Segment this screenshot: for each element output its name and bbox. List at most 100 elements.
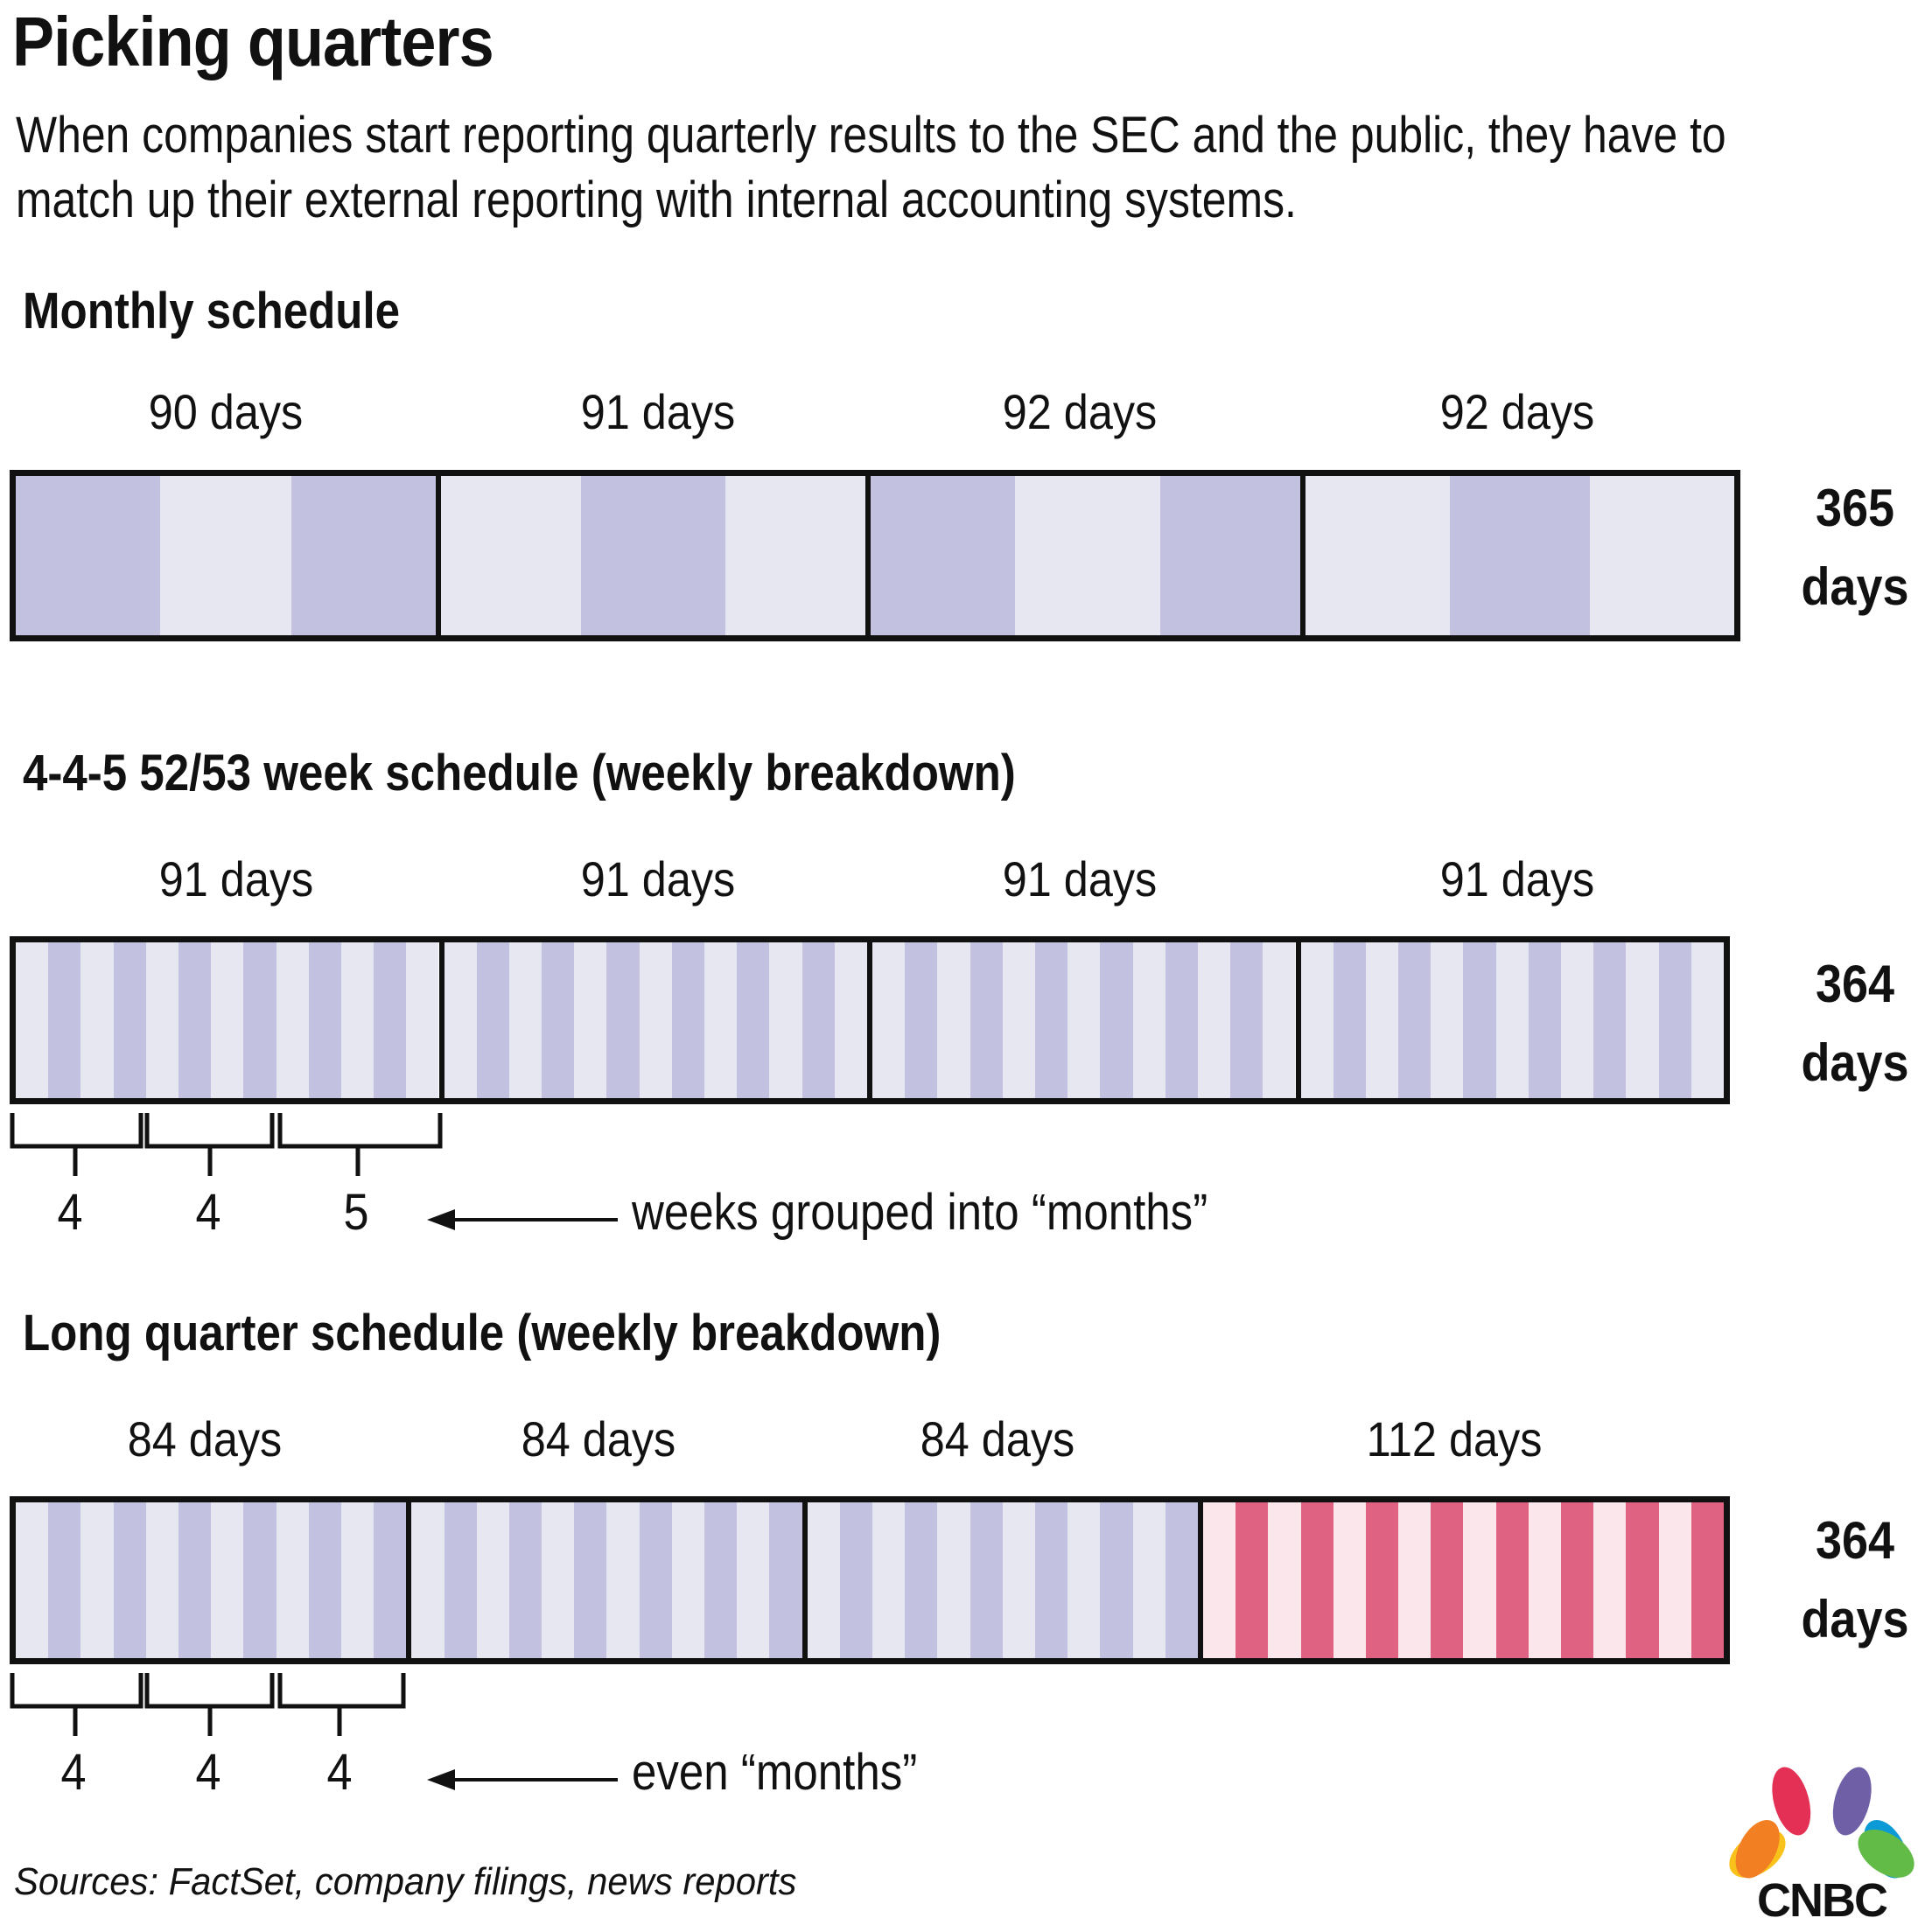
monthly-heading: Monthly schedule (23, 283, 401, 340)
week-stripe (374, 1502, 407, 1658)
bracket (277, 1673, 406, 1709)
week-stripe (1165, 1502, 1198, 1658)
bracket (10, 1113, 144, 1149)
month-segment (1159, 476, 1300, 635)
week-stripe (807, 1502, 840, 1658)
week-stripe (48, 942, 81, 1098)
quarter-block (802, 1502, 1198, 1658)
week-stripe (671, 1502, 704, 1658)
peacock-icon (1729, 1767, 1914, 1879)
total-number: 365 (1815, 479, 1895, 537)
monthly-total: 365 days (1792, 469, 1918, 626)
page-title: Picking quarters (12, 3, 494, 80)
week-stripe (606, 1502, 640, 1658)
week-stripe (1165, 942, 1198, 1098)
week-stripe (476, 942, 509, 1098)
month-segment (725, 476, 866, 635)
monthly-schedule-bar (10, 470, 1740, 641)
week-stripe (937, 942, 970, 1098)
week-stripe (970, 1502, 1003, 1658)
quarter-label: 92 days (1439, 384, 1595, 439)
week-stripe (542, 942, 575, 1098)
week-stripe (1236, 1502, 1269, 1658)
total-unit: days (1801, 1033, 1909, 1092)
bracket-ticks (73, 1146, 360, 1176)
week-stripe (839, 1502, 872, 1658)
quarter-block (1295, 942, 1725, 1098)
quarter-label: 91 days (158, 851, 314, 906)
group-count: 5 (343, 1184, 369, 1241)
week-stripe (1068, 1502, 1101, 1658)
week-stripe (1365, 1502, 1399, 1658)
week-stripe (834, 942, 867, 1098)
quarter-block (16, 1502, 407, 1658)
month-segment (871, 476, 1016, 635)
week-stripe (80, 942, 114, 1098)
week-stripe (1593, 1502, 1627, 1658)
week-stripe (1398, 942, 1432, 1098)
week-stripe (769, 942, 802, 1098)
month-segment (1449, 476, 1590, 635)
quarter-block (406, 1502, 802, 1658)
week-stripe (1431, 1502, 1464, 1658)
quarter-block (16, 476, 436, 635)
week-stripe (1034, 1502, 1068, 1658)
week-stripe (574, 942, 607, 1098)
week-stripe (16, 1502, 49, 1658)
quarter-block (435, 476, 866, 635)
week-stripe (1002, 1502, 1035, 1658)
week-stripe (1268, 1502, 1301, 1658)
month-segment (290, 476, 436, 635)
week-stripe (178, 942, 212, 1098)
arrow-icon (427, 1209, 618, 1230)
week-stripe (769, 1502, 802, 1658)
bracket (277, 1113, 443, 1149)
quarter-label: 112 days (1366, 1411, 1543, 1466)
quarter-label: 91 days (1002, 851, 1158, 906)
week-stripe (1561, 1502, 1594, 1658)
week-stripe (1333, 1502, 1366, 1658)
week-stripe (340, 942, 374, 1098)
long-quarter-schedule-bar (10, 1496, 1730, 1664)
week-stripe (476, 1502, 509, 1658)
arrow-icon (427, 1769, 618, 1790)
month-segment (1589, 476, 1734, 635)
week-stripe (1333, 942, 1366, 1098)
week-stripe (406, 942, 439, 1098)
month-segment (440, 476, 581, 635)
week-stripe (704, 1502, 738, 1658)
quarter-block (867, 942, 1296, 1098)
week-stripe (1658, 942, 1691, 1098)
week-stripe (113, 942, 146, 1098)
week-stripe (671, 942, 704, 1098)
week-stripe (508, 942, 542, 1098)
total-unit: days (1801, 557, 1909, 616)
total-number: 364 (1815, 1511, 1895, 1570)
week-stripe (80, 1502, 114, 1658)
week-stripe (1132, 942, 1166, 1098)
week-stripe (1528, 942, 1561, 1098)
week-stripe (145, 1502, 178, 1658)
445-note: weeks grouped into “months” (632, 1184, 1208, 1241)
bracket-ticks (73, 1706, 342, 1736)
week-stripe (1463, 942, 1496, 1098)
quarter-label: 84 days (920, 1411, 1075, 1466)
week-stripe (1495, 942, 1529, 1098)
week-stripe (16, 942, 49, 1098)
quarter-block (1197, 1502, 1724, 1658)
week-stripe (970, 942, 1003, 1098)
total-unit: days (1801, 1590, 1909, 1648)
week-stripe (1034, 942, 1068, 1098)
long-quarter-brackets (10, 1673, 406, 1736)
week-stripe (113, 1502, 146, 1658)
week-stripe (1132, 1502, 1166, 1658)
group-count: 4 (326, 1744, 353, 1801)
source-note: Sources: FactSet, company filings, news … (14, 1860, 797, 1903)
quarter-label: 92 days (1002, 384, 1158, 439)
week-stripe (542, 1502, 575, 1658)
bracket (144, 1113, 275, 1149)
week-stripe (211, 942, 244, 1098)
week-stripe (374, 942, 407, 1098)
quarter-block (865, 476, 1300, 635)
quarter-block (1299, 476, 1734, 635)
